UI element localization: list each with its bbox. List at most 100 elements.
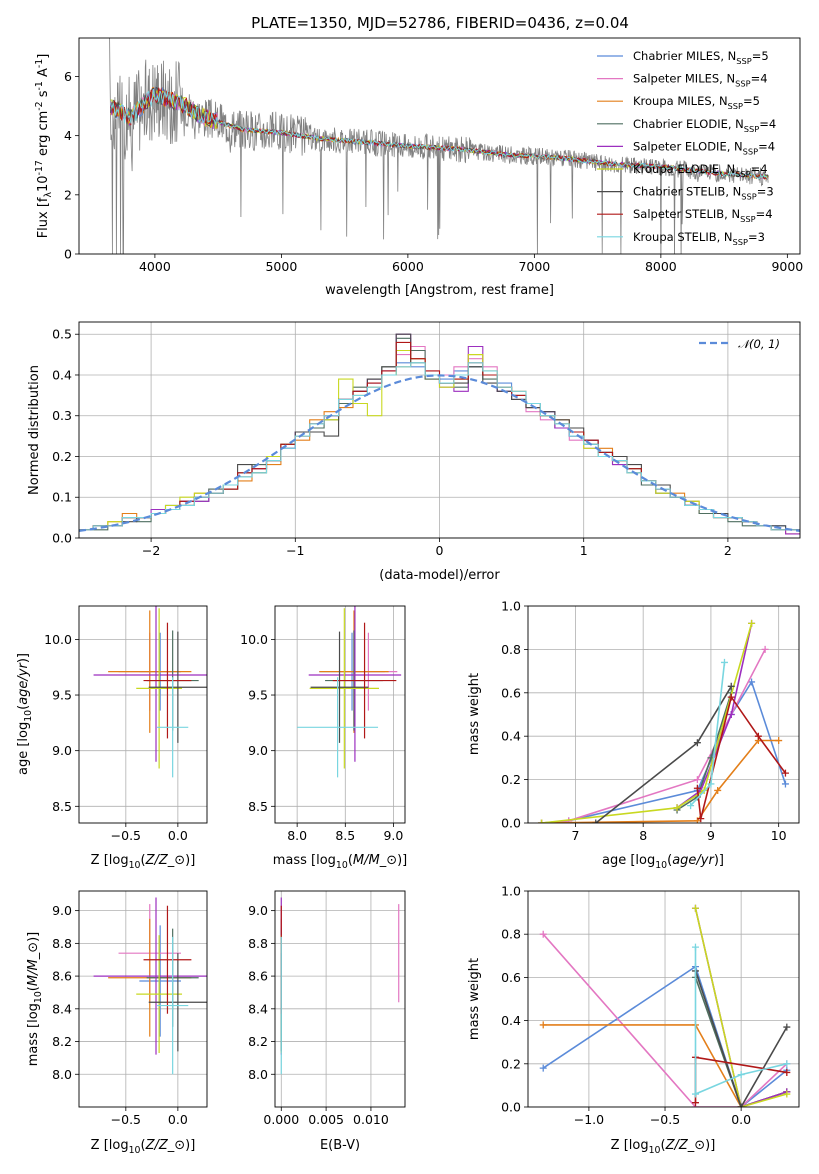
weight-vs-Z-frame	[527, 890, 800, 1108]
mass-vs-ebv-plot-area	[275, 891, 405, 1107]
age-vs-Z-ytick-label: 9.5	[52, 688, 72, 703]
weight-vs-Z-xtick-label: −0.5	[650, 1112, 680, 1127]
mass-vs-Z-ytick-label: 8.0	[52, 1067, 72, 1082]
mass-vs-Z-ytick-label: 8.6	[52, 969, 72, 984]
weightZ-marker-8	[737, 1071, 745, 1079]
spectrum-xtick-label: 4000	[139, 259, 171, 274]
age-vs-mass-xtick-label: 9.0	[383, 828, 403, 843]
weightAge-xlabel: age [log10(age/yr)]	[602, 853, 724, 871]
weight-vs-age-ytick-label: 0.8	[501, 642, 521, 657]
weightAge-marker-1	[761, 645, 769, 653]
weightAge-marker-7	[727, 693, 735, 701]
weightAge-marker-7	[693, 784, 701, 792]
spectrum-xlabel: wavelength [Angstrom, rest frame]	[325, 283, 554, 298]
weight-vs-age-axes: 7 8 9 10 0.0 0.2 0.4 0.6 0.8 1.0	[501, 599, 800, 843]
weightZ-marker-6	[783, 1023, 791, 1031]
mass-vs-ebv-ytick-label: 8.2	[248, 1034, 268, 1049]
spectrum-xtick-label: 6000	[392, 259, 424, 274]
spectrum-plot-area	[109, 38, 769, 254]
histogram-ytick-label: 0.1	[52, 490, 72, 505]
histogram-ytick-label: 0.0	[52, 531, 72, 546]
mass-vs-Z-ytick-label: 9.0	[52, 903, 72, 918]
spectrum-xtick-label: 8000	[645, 259, 677, 274]
legend-entry-5: Kroupa ELODIE, NSSP=4	[633, 162, 768, 179]
weight-vs-Z-plot-area	[528, 891, 799, 1107]
mass-vs-ebv-ytick-label: 8.0	[248, 1067, 268, 1082]
weight-vs-age-ytick-label: 1.0	[501, 599, 521, 614]
spectrum-ytick-label: 0	[64, 247, 72, 262]
age-vs-Z-axes: −0.5 0.0 8.5 9.0 9.5 10.0	[44, 605, 208, 843]
histogram-xlabel: (data-model)/error	[379, 568, 500, 583]
weightZ-xlabel: Z [log10(Z/Z_⊙)]	[611, 1138, 716, 1156]
mass-vs-Z-axes: −0.5 0.0 8.0 8.2 8.4 8.6 8.8 9.0	[52, 890, 208, 1127]
weightAge-marker-0	[748, 678, 756, 686]
mass-vs-Z-xtick-label: −0.5	[111, 1112, 141, 1127]
weightAge-line-3	[676, 692, 733, 811]
weight-vs-age-xtick-label: 9	[707, 828, 715, 843]
legend-entry-3: Chabrier ELODIE, NSSP=4	[633, 117, 776, 134]
mass-vs-ebv-axes: 0.000 0.005 0.010 8.0 8.2 8.4 8.6 8.8 9.0	[248, 890, 406, 1127]
ageZ-xlabel: Z [log10(Z/Z_⊙)]	[91, 853, 196, 871]
weightZ-marker-7	[691, 1099, 699, 1107]
weightAge-line-4	[676, 623, 753, 809]
weightZ-line-5	[694, 908, 788, 1107]
histogram-xtick-label: −2	[142, 543, 160, 558]
weight-vs-Z-ytick-label: 0.6	[501, 970, 521, 985]
weightZ-marker-5	[691, 904, 699, 912]
weightAge-marker-5	[538, 819, 546, 823]
histogram-xtick-label: 2	[724, 543, 732, 558]
age-vs-mass-ytick-label: 10.0	[240, 632, 268, 647]
spectrum-axes: 4000 5000 6000 7000 8000 9000 0 2 4 6	[64, 37, 803, 274]
mass-vs-ebv-frame	[274, 890, 406, 1108]
mass-vs-ebv-xtick-label: 0.000	[263, 1112, 299, 1127]
weight-vs-age-plot-area	[528, 606, 799, 823]
weight-vs-age-xtick-label: 8	[639, 828, 647, 843]
weightZ-marker-5	[783, 1090, 791, 1098]
weightAge-marker-4	[727, 711, 735, 718]
weightZ-marker-7	[783, 1068, 791, 1076]
legend-entry-2: Kroupa MILES, NSSP=5	[633, 94, 760, 111]
histogram-ytick-label: 0.5	[52, 327, 72, 342]
age-vs-mass-xtick-label: 8.0	[287, 828, 307, 843]
weight-vs-age-ytick-label: 0.6	[501, 685, 521, 700]
spectrum-ytick-label: 2	[64, 187, 72, 202]
age-vs-mass-ytick-label: 9.0	[248, 743, 268, 758]
weightAge-marker-8	[687, 802, 695, 810]
weightAge-line-2	[541, 739, 779, 823]
age-vs-Z-ytick-label: 10.0	[44, 632, 72, 647]
histogram-ytick-label: 0.2	[52, 449, 72, 464]
histogram-xtick-label: −1	[286, 543, 304, 558]
mass-vs-Z-plot-area	[79, 891, 207, 1107]
age-vs-mass-axes: 8.0 8.5 9.0 8.5 9.0 9.5 10.0	[240, 605, 406, 843]
weightAge-marker-2	[775, 737, 783, 745]
figure-title: PLATE=1350, MJD=52786, FIBERID=0436, z=0…	[251, 14, 629, 32]
hist-legend-label: 𝒩(0, 1)	[738, 337, 780, 351]
mass-vs-ebv-xtick-label: 0.005	[308, 1112, 344, 1127]
weightAge-marker-6	[592, 819, 600, 823]
legend-entry-1: Salpeter MILES, NSSP=4	[633, 72, 768, 89]
spectrum-xtick-label: 7000	[518, 259, 550, 274]
weightZ-line-8	[694, 947, 787, 1096]
mass-vs-ebv-ytick-label: 8.8	[248, 936, 268, 951]
weight-vs-Z-ytick-label: 1.0	[501, 884, 521, 899]
mass-vs-Z-xtick-label: 0.0	[168, 1112, 188, 1127]
legend-entry-4: Salpeter ELODIE, NSSP=4	[633, 139, 775, 156]
mass-vs-ebv-ytick-label: 8.4	[248, 1001, 268, 1016]
histogram-plot-area	[79, 322, 800, 538]
histogram-ytick-label: 0.4	[52, 367, 72, 382]
weight-vs-age-ytick-label: 0.4	[501, 729, 521, 744]
weightZ-marker-8	[783, 1060, 791, 1068]
legend-entry-8: Kroupa STELIB, NSSP=3	[633, 230, 765, 247]
weight-vs-Z-ytick-label: 0.8	[501, 927, 521, 942]
age-vs-mass-xtick-label: 8.5	[335, 828, 355, 843]
weight-vs-age-ytick-label: 0.0	[501, 816, 521, 831]
weightZ-marker-1	[539, 930, 547, 938]
weightZ-marker-2	[539, 1021, 547, 1029]
age-vs-mass-frame	[274, 605, 406, 824]
weightAge-marker-0	[781, 780, 789, 788]
weightZ-ylabel: mass weight	[467, 958, 482, 1040]
legend-entry-7: Salpeter STELIB, NSSP=4	[633, 207, 773, 224]
mass-vs-Z-ytick-label: 8.4	[52, 1001, 72, 1016]
weightZ-line-6	[694, 970, 788, 1107]
